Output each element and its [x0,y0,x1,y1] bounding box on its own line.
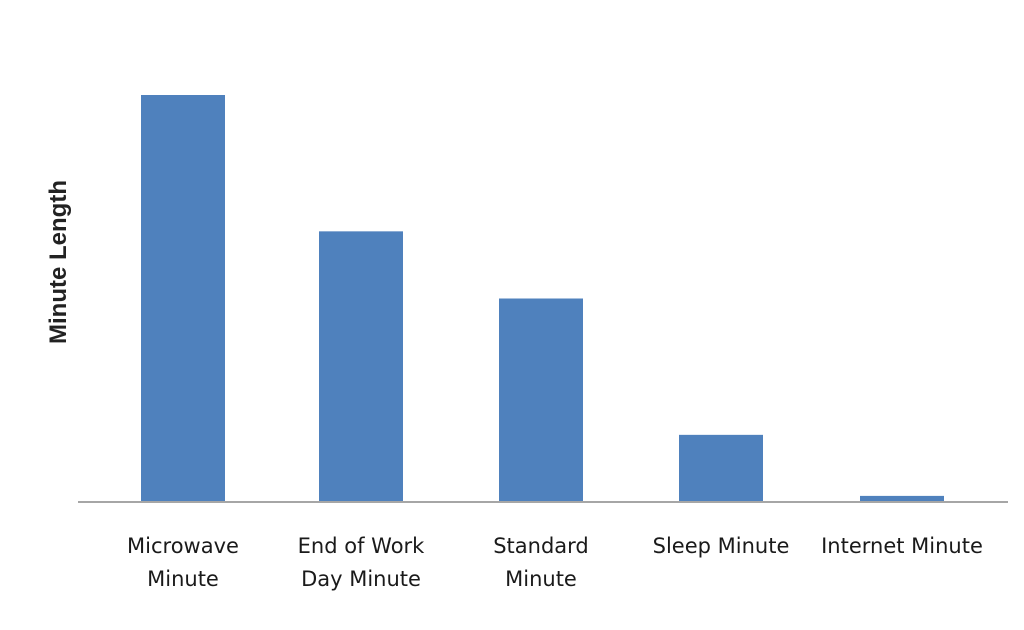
category-label-1: End of Work Day Minute [298,534,426,591]
category-label-3: Sleep Minute [653,534,790,558]
category-label-2: Standard Minute [493,534,589,591]
bar-4 [860,495,944,502]
category-label-4-line-0: Internet Minute [821,534,983,558]
category-labels-group: Microwave Minute End of Work Day Minute Stan… [127,534,983,591]
bar-1 [319,231,403,502]
bars-group [141,95,944,502]
category-label-0-line-1: Minute [147,567,219,591]
y-axis-label: Minute Length [45,180,72,344]
category-label-1-line-0: End of Work [298,534,426,558]
category-label-2-line-1: Minute [505,567,577,591]
category-label-1-line-1: Day Minute [301,567,421,591]
category-label-0: Microwave Minute [127,534,239,591]
category-label-4: Internet Minute [821,534,983,558]
bar-2 [499,298,583,502]
bar-3 [679,434,763,502]
bar-0 [141,95,225,502]
category-label-0-line-0: Microwave [127,534,239,558]
category-label-3-line-0: Sleep Minute [653,534,790,558]
category-label-2-line-0: Standard [493,534,589,558]
